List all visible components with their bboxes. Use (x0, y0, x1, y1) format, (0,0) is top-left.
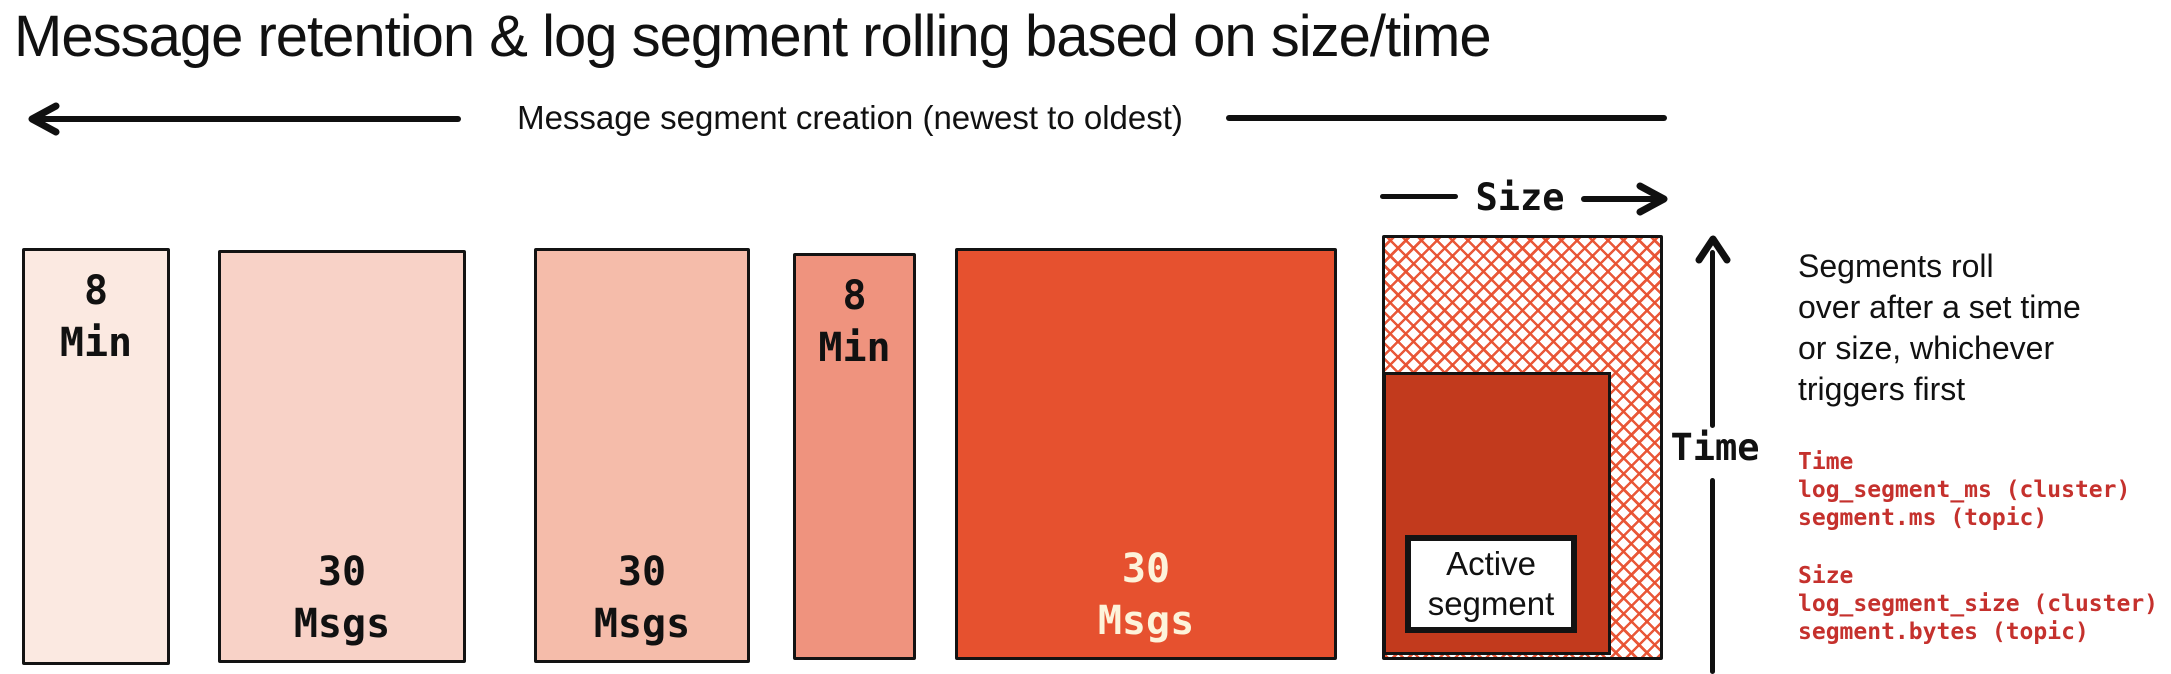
time-config-note: Time log_segment_ms (cluster) segment.ms… (1798, 448, 2130, 532)
summary-line: over after a set time (1798, 289, 2081, 325)
size-config-topic-setting: segment.bytes (topic) (1798, 619, 2089, 645)
time-config-cluster-setting: log_segment_ms (cluster) (1798, 477, 2131, 503)
summary-line: or size, whichever (1798, 330, 2055, 366)
segment-newest: 30 Msgs (955, 248, 1337, 660)
active-segment-label-box: Active segment (1405, 535, 1577, 633)
summary-line: triggers first (1798, 371, 1966, 407)
time-axis-label: Time (1670, 426, 1760, 469)
time-config-topic-setting: segment.ms (topic) (1798, 505, 2048, 531)
header-arrow-label: Message segment creation (newest to olde… (517, 99, 1183, 136)
header-arrow-line (1226, 115, 1667, 121)
size-config-heading: Size (1798, 563, 1854, 589)
segment-label: 30 Msgs (593, 549, 691, 647)
segment-2: 30 Msgs (218, 250, 466, 663)
segment-label: 8 Min (59, 268, 133, 366)
active-segment-label: Active (1446, 545, 1536, 582)
size-config-cluster-setting: log_segment_size (cluster) (1798, 591, 2159, 617)
size-axis-line (1380, 194, 1458, 199)
size-axis-label: Size (1475, 176, 1565, 219)
segment-label: 30 Msgs (1097, 546, 1195, 644)
time-axis-line (1710, 250, 1715, 428)
page-title: Message retention & log segment rolling … (14, 4, 1492, 69)
segment-3: 30 Msgs (534, 248, 750, 663)
summary-line: Segments roll (1798, 248, 1994, 284)
summary-note: Segments roll over after a set time or s… (1798, 246, 2081, 410)
up-arrow-icon (1695, 235, 1731, 264)
left-arrow-icon (28, 102, 461, 136)
time-config-heading: Time (1798, 449, 1854, 475)
size-config-note: Size log_segment_size (cluster) segment.… (1798, 562, 2158, 646)
segment-4: 8 Min (793, 253, 916, 660)
segment-oldest: 8 Min (22, 248, 170, 665)
time-axis-line (1710, 478, 1715, 674)
right-arrow-icon (1581, 182, 1668, 216)
segment-label: 8 Min (818, 273, 891, 371)
segment-label: 30 Msgs (293, 549, 391, 647)
active-segment-label: segment (1427, 585, 1555, 622)
